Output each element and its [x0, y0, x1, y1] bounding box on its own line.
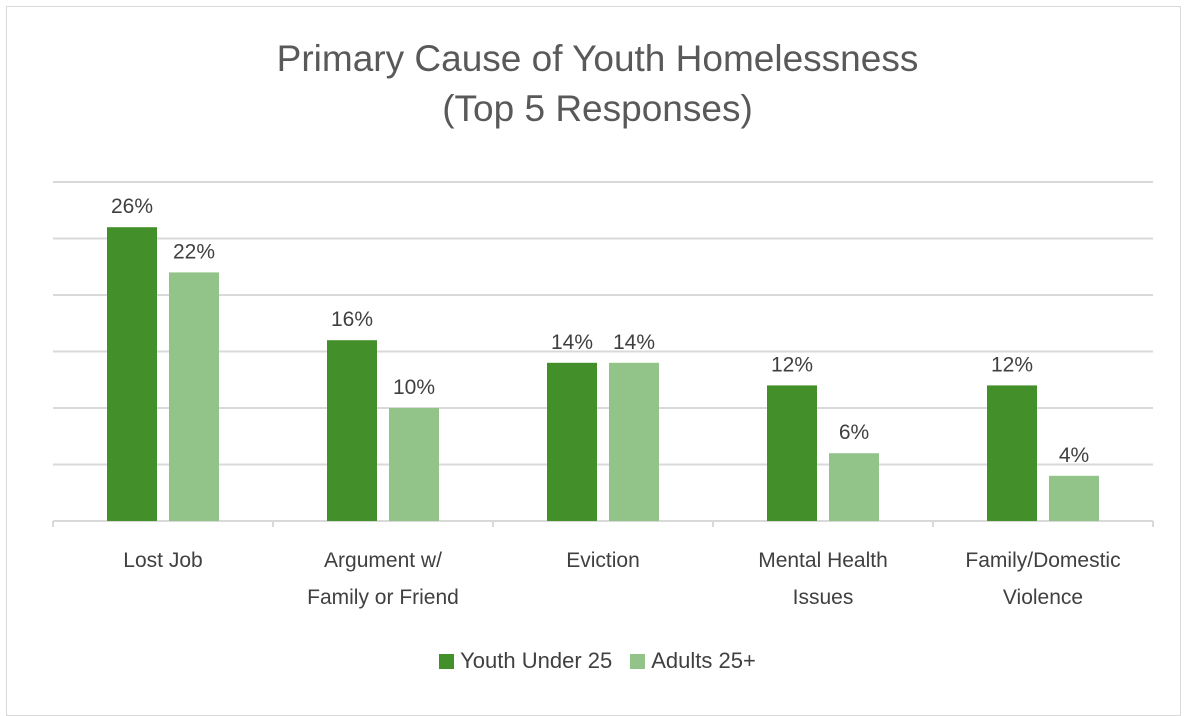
category-label: Mental Health Issues: [758, 549, 888, 609]
legend-swatch-adults: [630, 653, 646, 669]
data-label: 14%: [551, 331, 593, 354]
bar: [1049, 475, 1099, 521]
data-label: 10%: [393, 376, 435, 399]
data-label: 26%: [111, 195, 153, 218]
data-label: 6%: [839, 421, 869, 444]
category-label: Eviction: [566, 549, 640, 572]
bar: [107, 227, 157, 521]
data-label: 4%: [1059, 444, 1089, 467]
legend-swatch-youth: [439, 653, 455, 669]
legend-item-adults: Adults 25+: [630, 648, 756, 674]
bar: [389, 408, 439, 521]
bar: [767, 385, 817, 521]
legend-label-youth: Youth Under 25: [460, 648, 613, 673]
legend-item-youth: Youth Under 25: [439, 648, 612, 674]
category-label: Family/Domestic Violence: [965, 549, 1120, 609]
data-label: 12%: [991, 353, 1033, 376]
data-label: 16%: [331, 308, 373, 331]
chart-title-block: Primary Cause of Youth Homelessness (Top…: [0, 34, 1195, 134]
bar: [829, 453, 879, 521]
bar: [987, 385, 1037, 521]
bar: [609, 362, 659, 521]
legend-label-adults: Adults 25+: [651, 648, 756, 673]
chart-subtitle: (Top 5 Responses): [442, 88, 753, 129]
bar: [327, 340, 377, 521]
bar: [547, 362, 597, 521]
data-label: 12%: [771, 353, 813, 376]
category-label: Lost Job: [123, 549, 202, 572]
chart-title: Primary Cause of Youth Homelessness: [276, 38, 919, 79]
chart-legend: Youth Under 25 Adults 25+: [0, 648, 1195, 674]
bar: [169, 272, 219, 521]
category-label: Argument w/Family or Friend: [307, 549, 459, 609]
data-label: 14%: [613, 331, 655, 354]
data-label: 22%: [173, 240, 215, 263]
